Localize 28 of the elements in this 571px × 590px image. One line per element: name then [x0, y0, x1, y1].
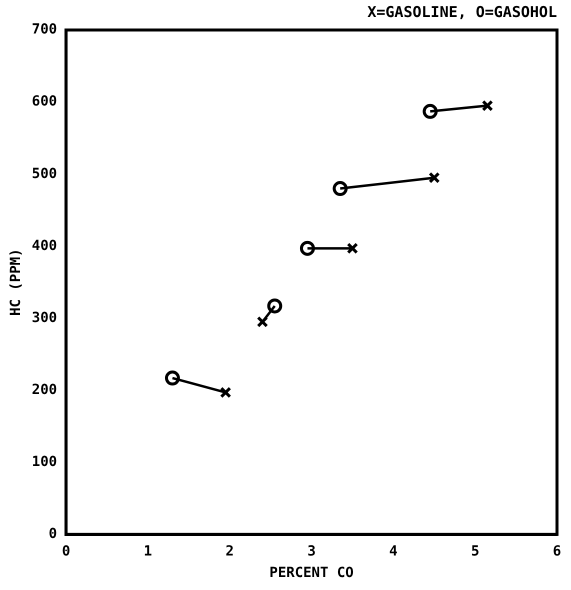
- y-tick-label: 400: [32, 238, 58, 254]
- point: [267, 298, 282, 314]
- y-tick-label: 600: [32, 94, 58, 110]
- x-tick-label: 5: [470, 543, 480, 560]
- y-tick-label: 0: [48, 526, 58, 542]
- y-tick-label: 500: [32, 166, 58, 182]
- point: [256, 316, 268, 328]
- x-tick-label: 6: [552, 543, 562, 560]
- point: [164, 370, 180, 386]
- point: [220, 386, 232, 398]
- chart-title: X=GASOLINE, O=GASOHOL: [367, 2, 557, 21]
- point: [300, 240, 315, 256]
- y-tick-label: 700: [32, 22, 58, 38]
- point: [332, 181, 348, 196]
- y-tick-label: 200: [32, 382, 58, 398]
- point: [422, 104, 438, 119]
- x-tick-label: 2: [226, 543, 234, 560]
- point: [482, 100, 494, 112]
- x-tick-label: 3: [307, 543, 316, 560]
- y-tick-label: 300: [32, 310, 58, 326]
- x-tick-label: 1: [144, 543, 152, 560]
- x-tick-label: 0: [62, 543, 70, 560]
- y-axis-title: HC (PPM): [8, 248, 24, 316]
- point: [428, 172, 440, 184]
- point: [346, 242, 358, 254]
- y-tick-label: 100: [32, 454, 58, 470]
- x-axis-title: PERCENT CO: [269, 565, 354, 582]
- x-tick-label: 4: [389, 543, 398, 560]
